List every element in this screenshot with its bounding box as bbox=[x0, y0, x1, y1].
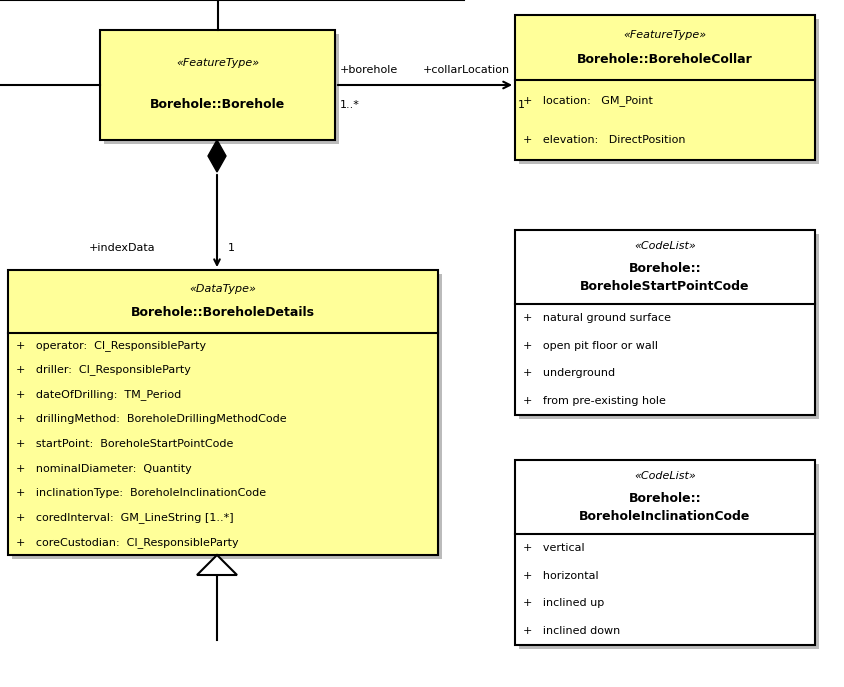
Bar bbox=[100, 30, 335, 140]
Text: +   coreCustodian:  CI_ResponsibleParty: + coreCustodian: CI_ResponsibleParty bbox=[16, 537, 239, 548]
Bar bbox=[515, 15, 815, 160]
Text: 1: 1 bbox=[518, 100, 525, 110]
Bar bbox=[515, 230, 815, 415]
Text: 1: 1 bbox=[228, 243, 235, 253]
Text: Borehole::Borehole: Borehole::Borehole bbox=[150, 98, 285, 111]
Text: BoreholeInclinationCode: BoreholeInclinationCode bbox=[579, 510, 750, 523]
Text: +   inclined up: + inclined up bbox=[523, 598, 604, 609]
Bar bbox=[8, 270, 438, 555]
Text: Borehole::BoreholeDetails: Borehole::BoreholeDetails bbox=[131, 306, 315, 319]
Text: +   nominalDiameter:  Quantity: + nominalDiameter: Quantity bbox=[16, 464, 192, 473]
Text: +collarLocation: +collarLocation bbox=[423, 65, 510, 75]
Bar bbox=[104, 34, 339, 144]
Text: +   elevation:   DirectPosition: + elevation: DirectPosition bbox=[523, 135, 685, 145]
Text: +   horizontal: + horizontal bbox=[523, 571, 598, 581]
Bar bbox=[12, 274, 442, 559]
Text: «CodeList»: «CodeList» bbox=[634, 471, 695, 482]
Text: Borehole::BoreholeCollar: Borehole::BoreholeCollar bbox=[577, 53, 753, 66]
Text: +   open pit floor or wall: + open pit floor or wall bbox=[523, 341, 658, 350]
Text: +borehole: +borehole bbox=[340, 65, 398, 75]
Bar bbox=[515, 460, 815, 645]
Bar bbox=[519, 464, 819, 649]
Text: +   operator:  CI_ResponsibleParty: + operator: CI_ResponsibleParty bbox=[16, 339, 206, 350]
Polygon shape bbox=[208, 140, 226, 172]
Text: BoreholeStartPointCode: BoreholeStartPointCode bbox=[581, 280, 749, 293]
Bar bbox=[519, 19, 819, 164]
Text: +   coredInterval:  GM_LineString [1..*]: + coredInterval: GM_LineString [1..*] bbox=[16, 513, 234, 523]
Text: 1..*: 1..* bbox=[340, 100, 360, 110]
Text: +   driller:  CI_ResponsibleParty: + driller: CI_ResponsibleParty bbox=[16, 364, 191, 375]
Text: «FeatureType»: «FeatureType» bbox=[624, 30, 706, 40]
Text: +   from pre-existing hole: + from pre-existing hole bbox=[523, 396, 666, 406]
Text: Borehole::: Borehole:: bbox=[629, 262, 701, 275]
Text: +   drillingMethod:  BoreholeDrillingMethodCode: + drillingMethod: BoreholeDrillingMethod… bbox=[16, 414, 287, 424]
Polygon shape bbox=[197, 555, 237, 575]
Text: +   underground: + underground bbox=[523, 368, 615, 379]
Text: +   startPoint:  BoreholeStartPointCode: + startPoint: BoreholeStartPointCode bbox=[16, 439, 234, 449]
Text: +indexData: +indexData bbox=[89, 243, 155, 253]
Text: «CodeList»: «CodeList» bbox=[634, 241, 695, 251]
Bar bbox=[519, 234, 819, 419]
Text: +   location:   GM_Point: + location: GM_Point bbox=[523, 95, 653, 106]
Text: +   vertical: + vertical bbox=[523, 543, 585, 553]
Text: +   natural ground surface: + natural ground surface bbox=[523, 313, 671, 323]
Text: Borehole::: Borehole:: bbox=[629, 492, 701, 505]
Text: «FeatureType»: «FeatureType» bbox=[176, 58, 259, 68]
Text: +   inclined down: + inclined down bbox=[523, 626, 620, 636]
Text: +   inclinationType:  BoreholeInclinationCode: + inclinationType: BoreholeInclinationCo… bbox=[16, 488, 266, 498]
Text: «DataType»: «DataType» bbox=[190, 284, 257, 294]
Text: +   dateOfDrilling:  TM_Period: + dateOfDrilling: TM_Period bbox=[16, 389, 181, 400]
